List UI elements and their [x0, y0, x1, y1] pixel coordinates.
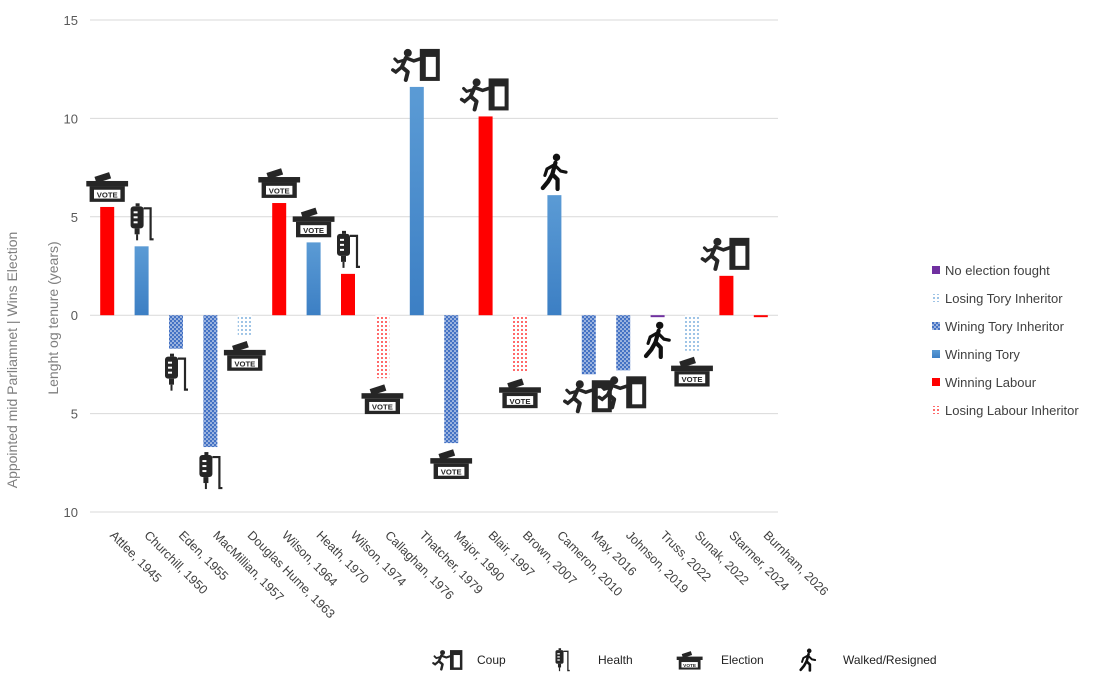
icon-key-label: Health [598, 653, 633, 667]
legend-label: Losing Labour Inheritor [945, 403, 1079, 418]
legend: No election fought Losing Tory Inheritor W… [932, 263, 1079, 418]
election-icon [223, 341, 266, 371]
health-icon [198, 451, 224, 491]
walked-icon [543, 154, 566, 189]
icon-key-label: Election [721, 653, 764, 667]
legend-label: Losing Tory Inheritor [945, 291, 1063, 306]
health-icon [335, 229, 362, 269]
bar [134, 246, 149, 316]
legend-swatch [932, 378, 940, 386]
walked-icon [646, 322, 669, 357]
bar [237, 315, 252, 335]
election-icon [671, 356, 713, 387]
bar [375, 315, 390, 379]
bar [409, 86, 424, 316]
icon-key: Coup Health Election Walked/Resigned [432, 647, 937, 672]
coup-icon [462, 78, 509, 110]
election-icon [499, 378, 541, 409]
bar [616, 315, 631, 371]
y-axis-title: Lenght og tenure (years) [45, 241, 61, 394]
bar [169, 315, 183, 349]
legend-swatch [932, 322, 940, 330]
bar [547, 195, 562, 316]
bar [581, 315, 596, 375]
legend-swatch [932, 294, 940, 302]
legend-swatch [932, 266, 940, 274]
y-axis-outer-title: Appointed mid Parliamnet | Wins Election [4, 232, 20, 489]
bar [444, 315, 459, 444]
y-tick-label: 10 [64, 505, 78, 520]
health-icon [554, 647, 571, 672]
bar [719, 275, 734, 316]
health-icon [129, 202, 155, 242]
legend-swatch [932, 406, 940, 414]
y-tick-label: 5 [71, 210, 78, 225]
y-tick-label: 5 [71, 407, 78, 422]
bar [100, 206, 115, 316]
bar [478, 116, 493, 316]
y-tick-label: 10 [64, 111, 78, 126]
bar [650, 315, 665, 318]
y-tick-label: 0 [71, 308, 78, 323]
legend-label: Wining Tory Inheritor [945, 319, 1065, 334]
coup-icon [432, 648, 464, 672]
legend-swatch [932, 350, 940, 358]
coup-icon [702, 238, 749, 270]
icon-key-label: Coup [477, 653, 506, 667]
legend-label: Winning Labour [945, 375, 1037, 390]
icon-key-label: Walked/Resigned [843, 653, 937, 667]
bar [753, 315, 768, 318]
bar [685, 315, 699, 351]
bar [513, 315, 527, 373]
election-icon [361, 384, 404, 415]
y-tick-label: 15 [64, 13, 78, 28]
bar [306, 242, 321, 316]
legend-label: No election fought [945, 263, 1050, 278]
health-icon [163, 352, 190, 392]
election-icon [292, 207, 335, 238]
election-icon [430, 449, 473, 480]
bar [203, 315, 218, 448]
election-icon [676, 651, 703, 670]
walked-icon [799, 648, 817, 672]
x-tick-label: Starmer, 2024 [726, 528, 791, 593]
election-icon [86, 172, 129, 202]
bar [272, 203, 287, 316]
election-icon [258, 168, 301, 198]
legend-label: Winning Tory [945, 347, 1020, 362]
bar [341, 273, 355, 316]
coup-icon [393, 49, 440, 81]
